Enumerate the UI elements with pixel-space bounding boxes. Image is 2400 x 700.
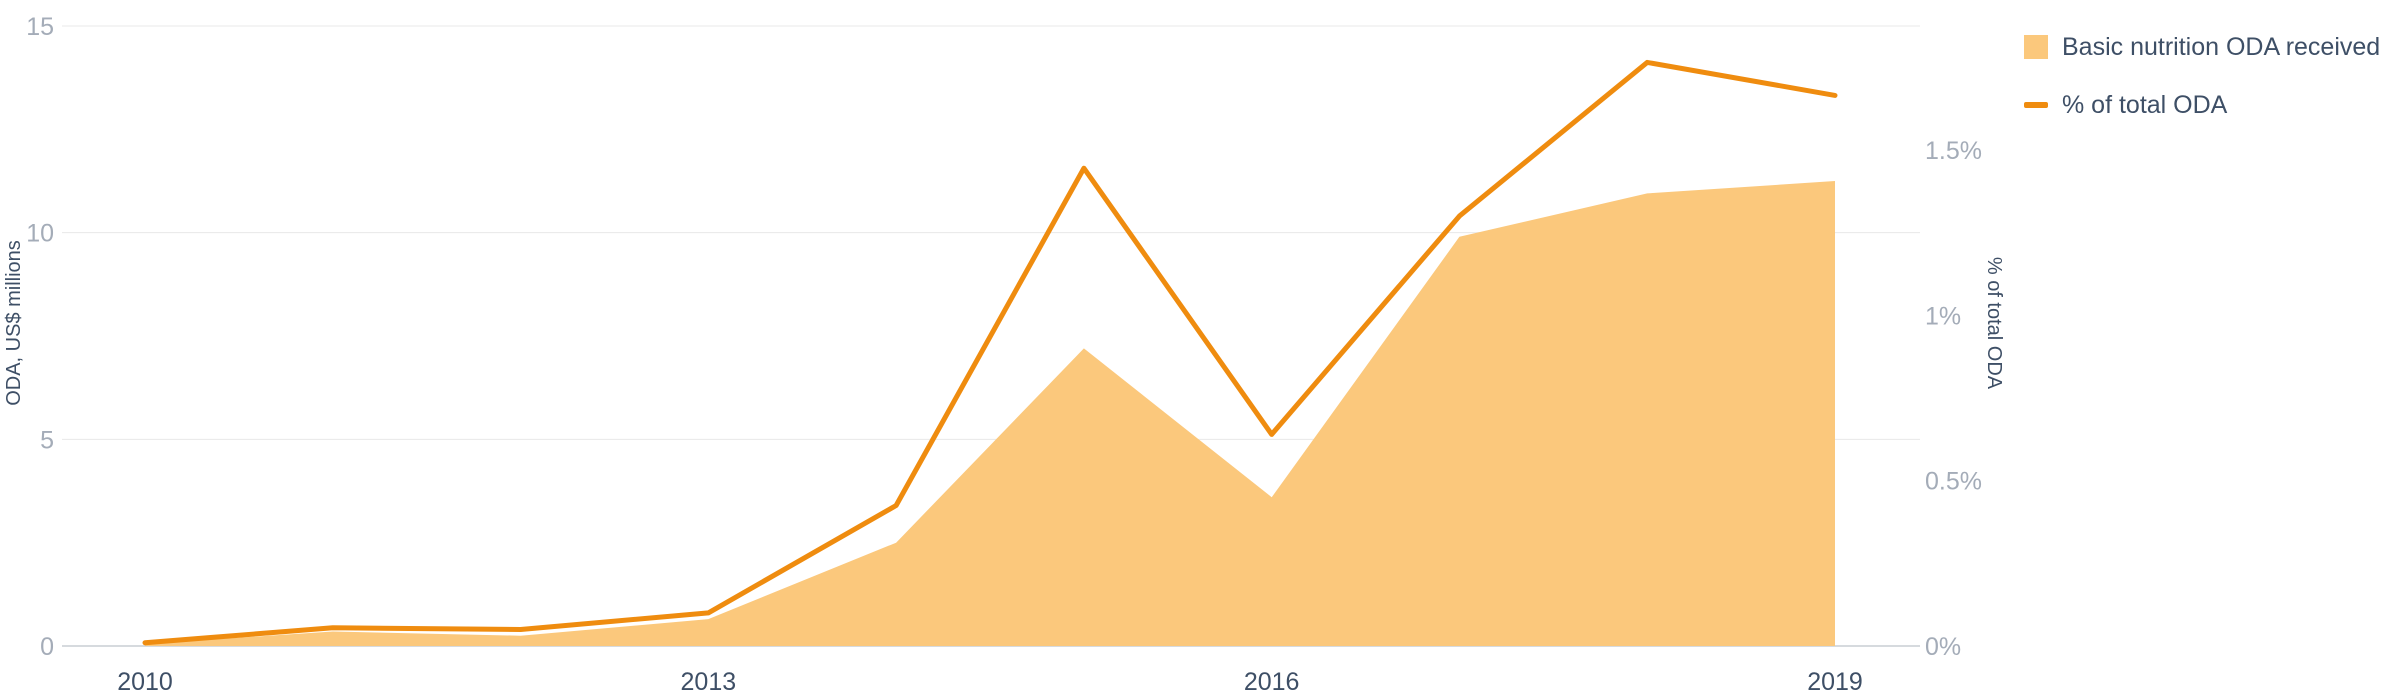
line-layer — [142, 59, 1838, 646]
right-tick-label: 0.5% — [1925, 468, 1982, 496]
left-axis-title: ODA, US$ millions — [3, 240, 25, 406]
right-tick-label: 0% — [1925, 633, 1961, 661]
x-tick-label: 2013 — [681, 668, 737, 696]
legend-item-area[interactable]: Basic nutrition ODA received — [2024, 18, 2380, 76]
left-axis-ticks: 0 5 10 15 — [26, 13, 54, 661]
right-tick-label: 1% — [1925, 302, 1961, 330]
left-tick-label: 10 — [26, 220, 54, 248]
x-tick-label: 2010 — [117, 668, 173, 696]
legend: Basic nutrition ODA received % of total … — [2024, 18, 2380, 134]
right-axis-title: % of total ODA — [1983, 257, 2005, 390]
left-tick-label: 5 — [40, 426, 54, 454]
legend-swatch-area — [2024, 35, 2048, 59]
right-axis-ticks: 0% 0.5% 1% 1.5% — [1925, 137, 1982, 661]
legend-item-line[interactable]: % of total ODA — [2024, 76, 2380, 134]
line-series-percent-total-oda — [142, 59, 1838, 646]
right-tick-label: 1.5% — [1925, 137, 1982, 165]
x-tick-label: 2019 — [1807, 668, 1863, 696]
area-series-basic-nutrition-oda — [145, 181, 1835, 646]
legend-label-area: Basic nutrition ODA received — [2062, 32, 2381, 61]
area-layer — [145, 181, 1835, 646]
left-tick-label: 15 — [26, 13, 54, 41]
legend-swatch-line — [2024, 102, 2048, 108]
x-tick-label: 2016 — [1244, 668, 1300, 696]
legend-label-line: % of total ODA — [2062, 90, 2228, 119]
left-tick-label: 0 — [40, 633, 54, 661]
x-axis-ticks: 2010 2013 2016 2019 — [117, 668, 1863, 696]
